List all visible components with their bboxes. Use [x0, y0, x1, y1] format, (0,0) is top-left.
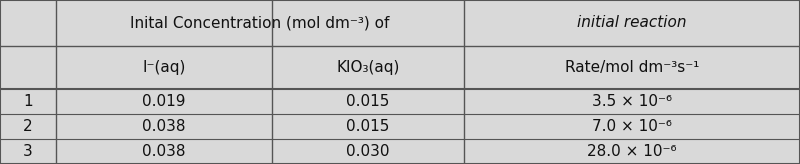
Text: Rate/mol dm⁻³s⁻¹: Rate/mol dm⁻³s⁻¹	[565, 60, 699, 75]
Text: 1: 1	[23, 94, 33, 109]
Text: 0.015: 0.015	[346, 119, 390, 134]
Text: initial reaction: initial reaction	[578, 15, 686, 31]
Text: 3.5 × 10⁻⁶: 3.5 × 10⁻⁶	[592, 94, 672, 109]
Text: 0.015: 0.015	[346, 94, 390, 109]
Text: 3: 3	[23, 144, 33, 159]
Text: I⁻(aq): I⁻(aq)	[142, 60, 186, 75]
Text: 7.0 × 10⁻⁶: 7.0 × 10⁻⁶	[592, 119, 672, 134]
Text: Inital Concentration (mol dm⁻³) of: Inital Concentration (mol dm⁻³) of	[130, 15, 390, 31]
Text: 0.019: 0.019	[142, 94, 186, 109]
Text: 2: 2	[23, 119, 33, 134]
Text: 28.0 × 10⁻⁶: 28.0 × 10⁻⁶	[587, 144, 677, 159]
Text: 0.038: 0.038	[142, 119, 186, 134]
Text: KIO₃(aq): KIO₃(aq)	[336, 60, 400, 75]
Text: 0.038: 0.038	[142, 144, 186, 159]
Text: 0.030: 0.030	[346, 144, 390, 159]
